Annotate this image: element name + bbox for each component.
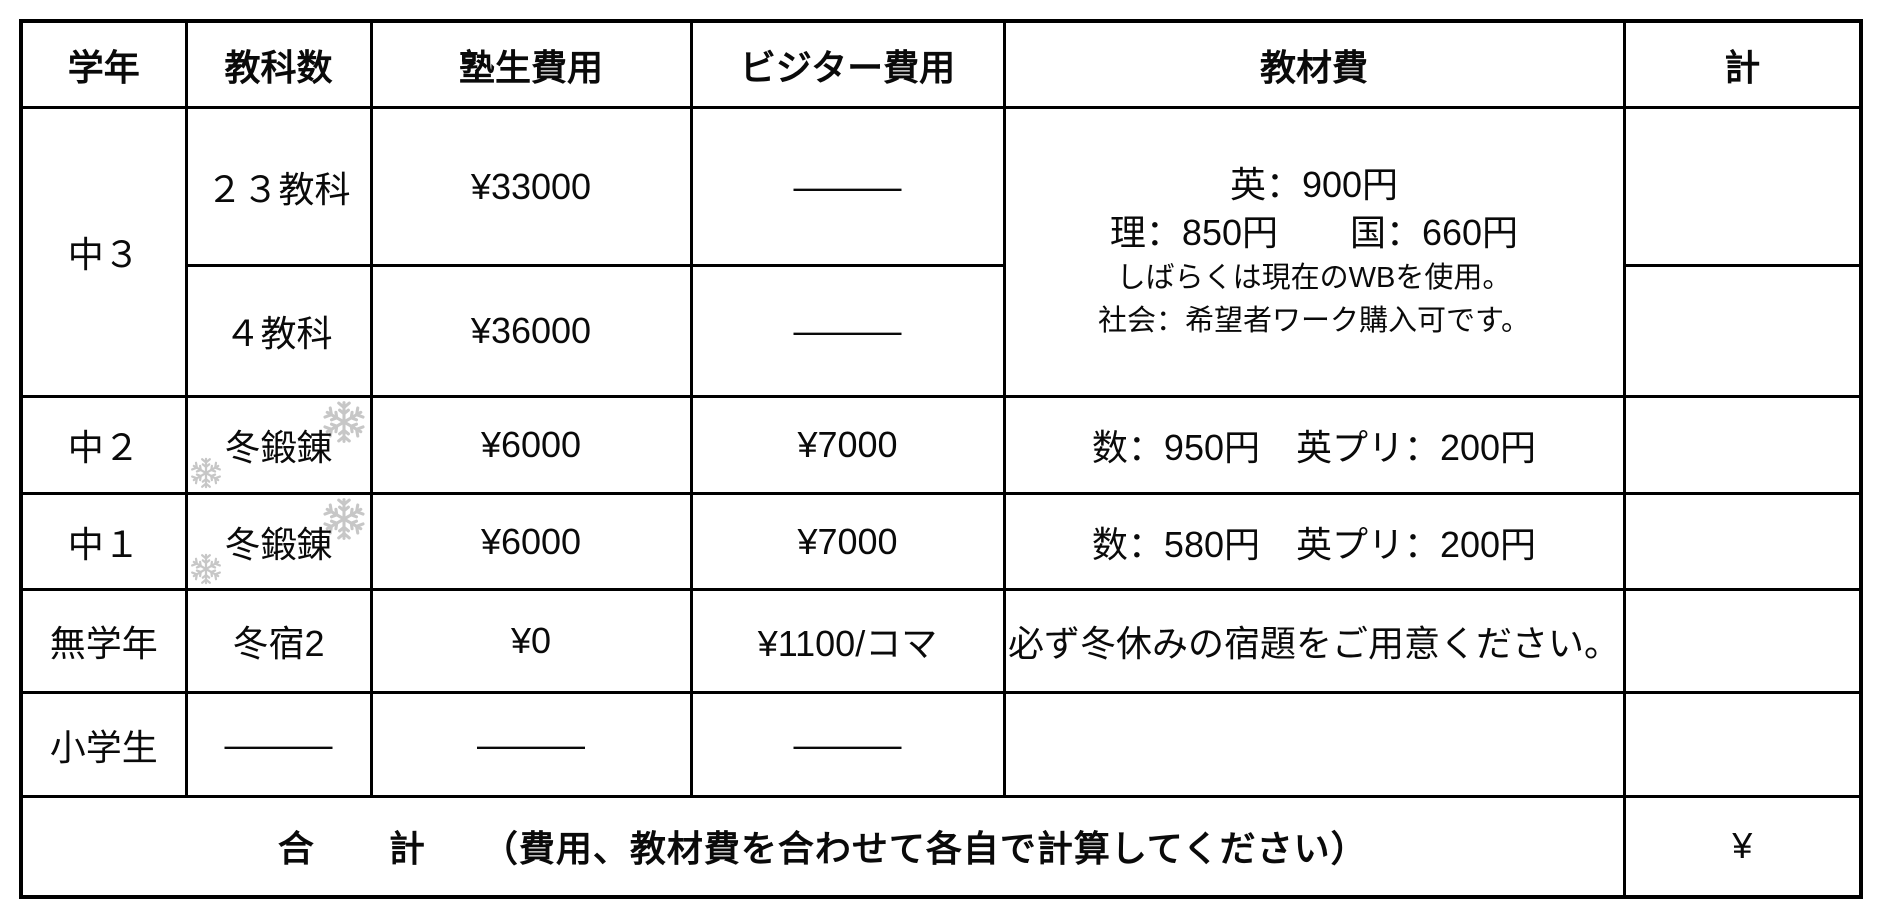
grade-cell-shogakusei: 小学生 xyxy=(19,691,188,798)
grand-total-label: 合 計 （費用、教材費を合わせて各自で計算してください） xyxy=(19,795,1626,898)
row-chu2: 中２ 冬鍛錬 ¥6000 ¥7000 数：950円 英プリ：200円 xyxy=(19,395,1863,495)
materials-chu3-line1: 英：900円 xyxy=(1229,164,1399,205)
header-visitor-fee: ビジター費用 xyxy=(689,19,1006,109)
visitor-fee-cell-chu2: ¥7000 xyxy=(689,395,1006,495)
visitor-fee-cell-chu3-4: ——— xyxy=(689,264,1006,398)
materials-cell-shogakusei xyxy=(1002,691,1626,798)
student-fee-cell-chu3-23: ¥33000 xyxy=(369,106,693,267)
footer-row: 合 計 （費用、教材費を合わせて各自で計算してください） ¥ xyxy=(19,795,1863,898)
row-chu3-b: ４教科 ¥36000 ——— xyxy=(21,264,1863,398)
row-chu1: 中１ 冬鍛錬 ¥6000 ¥7000 数：580円 英プリ：200円 xyxy=(19,492,1863,591)
total-cell-mugakunen xyxy=(1622,588,1863,694)
visitor-fee-cell-chu3-23: ——— xyxy=(689,106,1006,267)
header-materials-fee: 教材費 xyxy=(1002,19,1626,109)
grade-cell-chu1: 中１ xyxy=(19,492,188,591)
header-row: 学年 教科数 塾生費用 ビジター費用 教材費 計 xyxy=(19,19,1863,109)
visitor-fee-cell-chu1: ¥7000 xyxy=(689,492,1006,591)
header-grade: 学年 xyxy=(19,19,188,109)
student-fee-cell-chu1: ¥6000 xyxy=(369,492,693,591)
visitor-fee-cell-mugakunen: ¥1100/コマ xyxy=(689,588,1006,694)
snowflake-icon xyxy=(190,457,222,489)
grand-total-cell: ¥ xyxy=(1622,795,1863,898)
header-student-fee: 塾生費用 xyxy=(369,19,693,109)
row-mugakunen: 無学年 冬宿2 ¥0 ¥1100/コマ 必ず冬休みの宿題をご用意ください。 xyxy=(19,588,1863,694)
header-total: 計 xyxy=(1622,19,1863,109)
total-cell-chu3-23 xyxy=(1622,106,1863,267)
total-cell-chu2 xyxy=(1622,395,1863,495)
materials-cell-mugakunen: 必ず冬休みの宿題をご用意ください。 xyxy=(1002,588,1626,694)
student-fee-cell-chu3-4: ¥36000 xyxy=(369,264,693,398)
subjects-cell-chu3-4: ４教科 xyxy=(184,264,373,398)
row-shogakusei: 小学生 ——— ——— ——— xyxy=(19,691,1863,798)
visitor-fee-cell-shogakusei: ——— xyxy=(689,691,1006,798)
subjects-cell-mugakunen: 冬宿2 xyxy=(184,588,373,694)
materials-cell-chu2: 数：950円 英プリ：200円 xyxy=(1002,395,1626,495)
subjects-cell-shogakusei: ——— xyxy=(184,691,373,798)
grade-cell-chu2: 中２ xyxy=(19,395,188,495)
subjects-chu2-label: 冬鍛錬 xyxy=(224,427,333,468)
total-cell-chu1 xyxy=(1622,492,1863,591)
header-subjects: 教科数 xyxy=(184,19,373,109)
materials-chu3-line2: 理：850円 国：660円 xyxy=(1109,212,1519,253)
subjects-cell-chu3-23: ２３教科 xyxy=(184,106,373,267)
snowflake-icon xyxy=(190,553,222,585)
total-cell-chu3-4 xyxy=(1622,264,1863,398)
materials-chu3-note2: 社会：希望者ワーク購入可です。 xyxy=(1097,305,1531,337)
subjects-chu1-label: 冬鍛錬 xyxy=(224,523,333,565)
pricing-table: 学年 教科数 塾生費用 ビジター費用 教材費 計 中３ ２３教科 ¥33000 … xyxy=(19,19,1863,899)
materials-chu3-note1: しばらくは現在のWBを使用。 xyxy=(1116,262,1512,294)
materials-cell-chu1: 数：580円 英プリ：200円 xyxy=(1002,492,1626,591)
total-cell-shogakusei xyxy=(1622,691,1863,798)
student-fee-cell-mugakunen: ¥0 xyxy=(369,588,693,694)
student-fee-cell-shogakusei: ——— xyxy=(369,691,693,798)
grade-cell-mugakunen: 無学年 xyxy=(19,588,188,694)
grade-cell-chu3: 中３ xyxy=(19,106,188,398)
row-chu3-a: 中３ ２３教科 ¥33000 ——— 英：900円 理：850円 国：660円 … xyxy=(19,106,1863,398)
student-fee-cell-chu2: ¥6000 xyxy=(369,395,693,495)
materials-cell-chu3: 英：900円 理：850円 国：660円 しばらくは現在のWBを使用。 社会：希… xyxy=(1002,106,1626,398)
subjects-cell-chu1: 冬鍛錬 xyxy=(184,492,373,591)
subjects-cell-chu2: 冬鍛錬 xyxy=(184,395,373,495)
